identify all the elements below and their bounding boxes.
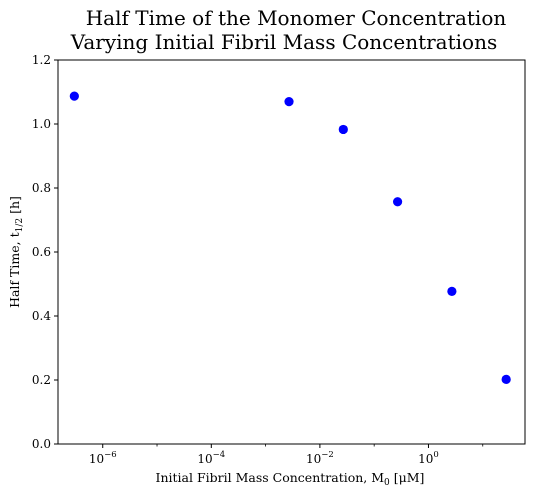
chart-title-line-1: Half Time of the Monomer Concentration [86,6,507,30]
data-point [69,91,79,101]
data-point [447,286,457,296]
x-tick-label: 10−4 [197,450,225,466]
chart-title-line-2: Varying Initial Fibril Mass Concentratio… [70,30,497,54]
data-point [501,374,511,384]
data-point [392,197,403,207]
y-axis-label: Half Time, t1/2 [h] [7,196,25,308]
x-tick-label: 10−6 [89,450,117,466]
y-axis-label-unit: [h] [7,196,22,218]
x-axis-label-subscript: 0 [384,478,390,488]
data-points [69,91,511,384]
plot-area [57,59,526,445]
x-tick-label: 100 [418,450,439,466]
y-axis-ticks: 0.0 0.2 0.4 0.6 0.8 1.0 1.2 [32,53,58,451]
data-point [284,97,294,107]
y-tick-label: 0.8 [32,181,51,195]
x-axis-ticks: 10−6 10−4 10−2 100 [89,444,484,466]
x-tick-label: 10−2 [306,450,334,466]
y-tick-label: 0.4 [32,309,51,323]
y-tick-label: 1.2 [32,53,51,67]
y-tick-label: 0.0 [32,437,51,451]
y-tick-label: 0.2 [32,373,51,387]
x-axis-label: Initial Fibril Mass Concentration, M0 [μ… [156,470,425,488]
data-point [338,124,348,135]
x-axis-label-unit: [μM] [390,470,425,485]
y-tick-label: 1.0 [32,117,51,131]
y-tick-label: 0.6 [32,245,51,259]
y-axis-label-subscript: 1/2 [15,218,25,232]
